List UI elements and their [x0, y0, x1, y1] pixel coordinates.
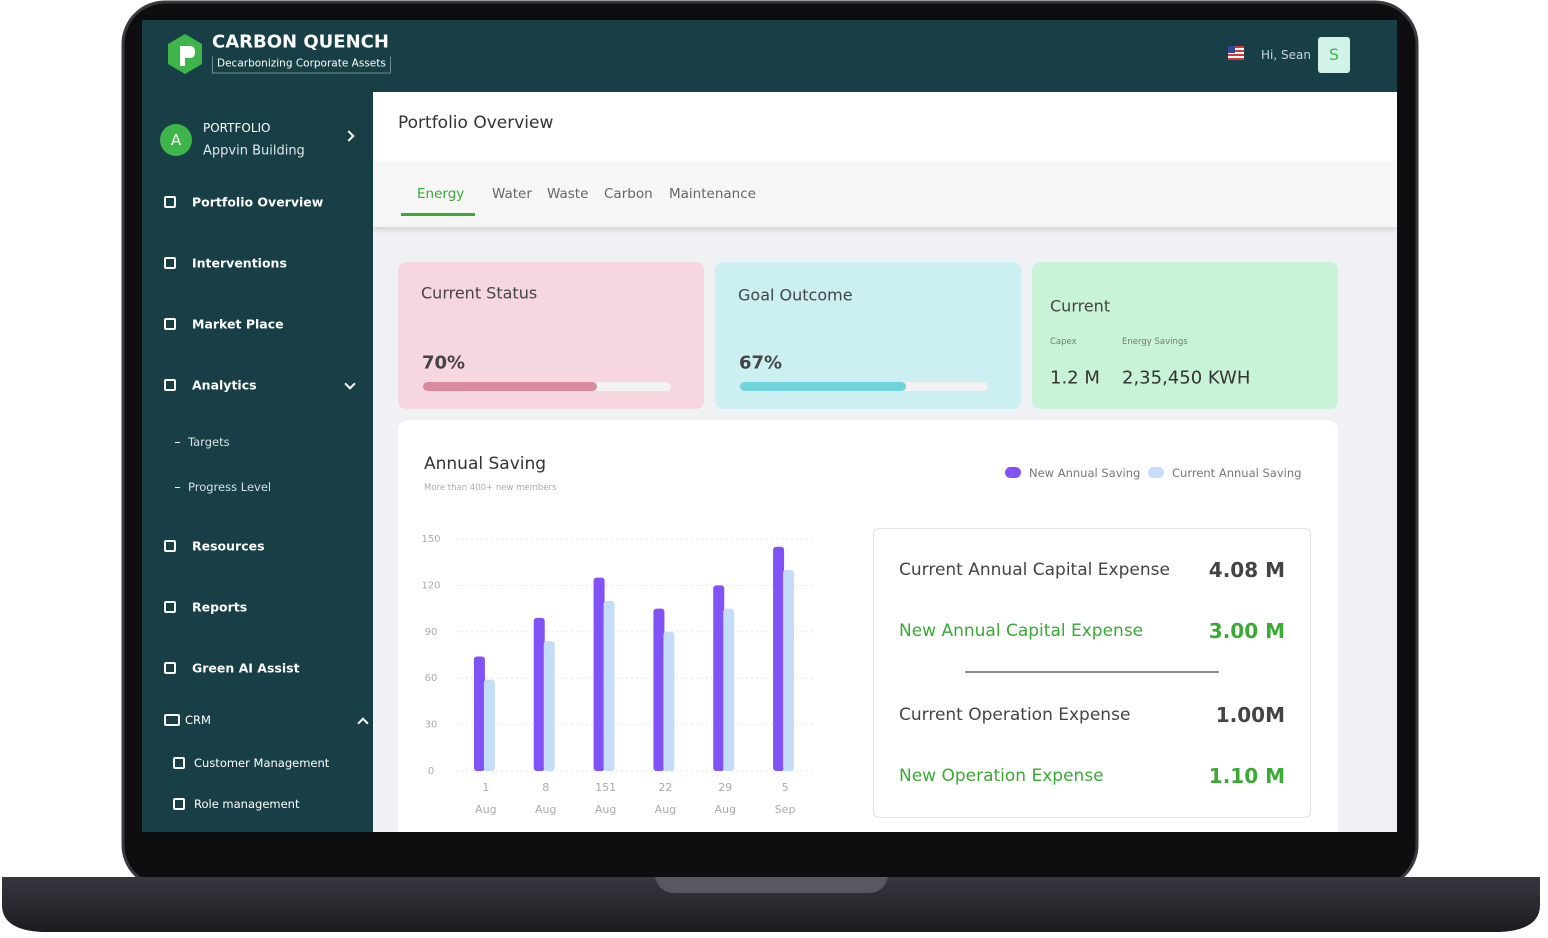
nav-icon	[164, 662, 176, 674]
nav-icon	[164, 257, 176, 269]
metric-label: Energy Savings	[1122, 337, 1188, 347]
sidebar-item[interactable]: CRM	[185, 713, 211, 727]
progress-fill	[740, 382, 907, 391]
card-title: Current Status	[421, 283, 538, 303]
sidebar-item[interactable]: Interventions	[192, 255, 287, 271]
bar-chart: 0 30 60 90 120 150 1 Aug 8 Aug 151 Aug 22 Aug 29 Aug 5 Se…	[421, 534, 815, 816]
tab[interactable]: Water	[492, 186, 532, 202]
bar	[603, 600, 615, 771]
chart-subtitle: More than 400+ new members	[424, 483, 557, 493]
bar	[593, 577, 605, 771]
brand: CARBON QUENCH	[212, 31, 389, 53]
progress-fill	[423, 382, 597, 391]
card-title: Current	[1050, 296, 1111, 316]
portfolio-label[interactable]: PORTFOLIO	[203, 121, 271, 135]
title-bar	[373, 92, 1397, 161]
expense-label: New Operation Expense	[899, 766, 1104, 786]
metric-value: 1.2 M	[1050, 367, 1100, 389]
expense-value: 1.10 M	[1208, 764, 1285, 788]
divider	[965, 671, 1219, 673]
expense-value: 3.00 M	[1208, 619, 1285, 643]
dash	[175, 442, 180, 443]
dash	[175, 487, 180, 488]
sidebar-item[interactable]: Customer Management	[194, 756, 330, 770]
nav-icon	[173, 757, 185, 769]
nav-icon	[164, 714, 180, 726]
sidebar-item[interactable]: Progress Level	[188, 480, 272, 494]
bar	[773, 546, 785, 771]
bar	[723, 608, 735, 771]
flag	[1228, 46, 1244, 60]
legend-swatch	[1005, 467, 1021, 478]
sidebar-item[interactable]: Market Place	[192, 316, 284, 332]
tagline: Decarbonizing Corporate Assets	[212, 56, 391, 74]
greeting[interactable]: Hi, Sean	[1261, 48, 1311, 62]
sidebar-item[interactable]: Analytics	[192, 377, 257, 393]
tab-bar	[373, 161, 1397, 227]
legend-label[interactable]: New Annual Saving	[1029, 466, 1141, 480]
header	[142, 20, 1397, 92]
y-tick-label: 30	[425, 720, 438, 731]
x-tick-label: 8 Aug	[535, 781, 556, 816]
expense-value: 1.00M	[1215, 703, 1285, 727]
y-tick-label: 150	[421, 534, 440, 545]
nav-icon	[164, 540, 176, 552]
sidebar-item[interactable]: Role management	[194, 797, 300, 811]
x-tick-label: 151 Aug	[595, 781, 616, 816]
chart-title: Annual Saving	[424, 454, 547, 474]
bar	[533, 617, 545, 771]
sidebar-item[interactable]: Targets	[188, 435, 230, 449]
card-percent: 70%	[422, 352, 466, 374]
sidebar	[142, 92, 373, 832]
metric-value: 2,35,450 KWH	[1122, 367, 1251, 389]
y-tick-label: 60	[425, 673, 438, 684]
card-title: Goal Outcome	[738, 285, 853, 305]
screen: CARBON QUENCH Decarbonizing Corporate Ass…	[142, 20, 1397, 832]
x-tick-label: 1 Aug	[475, 781, 496, 816]
sidebar-item[interactable]: Green AI Assist	[192, 660, 300, 676]
bar	[713, 585, 725, 771]
x-tick-label: 22 Aug	[655, 781, 676, 816]
page-title: Portfolio Overview	[398, 113, 554, 133]
x-tick-label: 29 Aug	[715, 781, 736, 816]
sidebar-item[interactable]: Portfolio Overview	[192, 194, 324, 210]
nav-icon	[173, 798, 185, 810]
nav-icon	[164, 318, 176, 330]
tab[interactable]: Energy	[417, 186, 465, 202]
sidebar-item[interactable]: Resources	[192, 538, 265, 554]
x-tick-label: 5 Sep	[775, 781, 796, 816]
nav-icon	[164, 196, 176, 208]
expense-label: Current Operation Expense	[899, 705, 1131, 725]
logo	[168, 34, 202, 74]
tab[interactable]: Carbon	[604, 186, 653, 202]
y-tick-label: 0	[428, 766, 434, 777]
bar	[663, 631, 675, 771]
bar	[473, 656, 485, 771]
card-percent: 67%	[739, 352, 783, 374]
legend-label[interactable]: Current Annual Saving	[1172, 466, 1302, 480]
nav-icon	[164, 379, 176, 391]
expense-value: 4.08 M	[1208, 558, 1285, 582]
tab[interactable]: Waste	[547, 186, 589, 202]
portfolio-name[interactable]: Appvin Building	[203, 143, 305, 159]
portfolio-avatar[interactable]: A	[160, 124, 192, 156]
bar	[483, 679, 495, 771]
bar	[543, 641, 555, 771]
metric-label: Capex	[1050, 337, 1077, 347]
nav-icon	[164, 601, 176, 613]
expense-label: Current Annual Capital Expense	[899, 560, 1170, 580]
bar	[653, 608, 665, 771]
status-card	[1032, 262, 1338, 409]
expense-panel	[873, 528, 1311, 818]
bar	[783, 569, 795, 771]
legend-swatch	[1148, 467, 1164, 478]
y-tick-label: 90	[425, 627, 438, 638]
sidebar-item[interactable]: Reports	[192, 599, 248, 615]
y-tick-label: 120	[421, 580, 440, 591]
expense-label: New Annual Capital Expense	[899, 621, 1144, 641]
tab[interactable]: Maintenance	[669, 186, 756, 202]
tab-underline	[401, 213, 475, 216]
user-avatar[interactable]: S	[1318, 37, 1350, 73]
